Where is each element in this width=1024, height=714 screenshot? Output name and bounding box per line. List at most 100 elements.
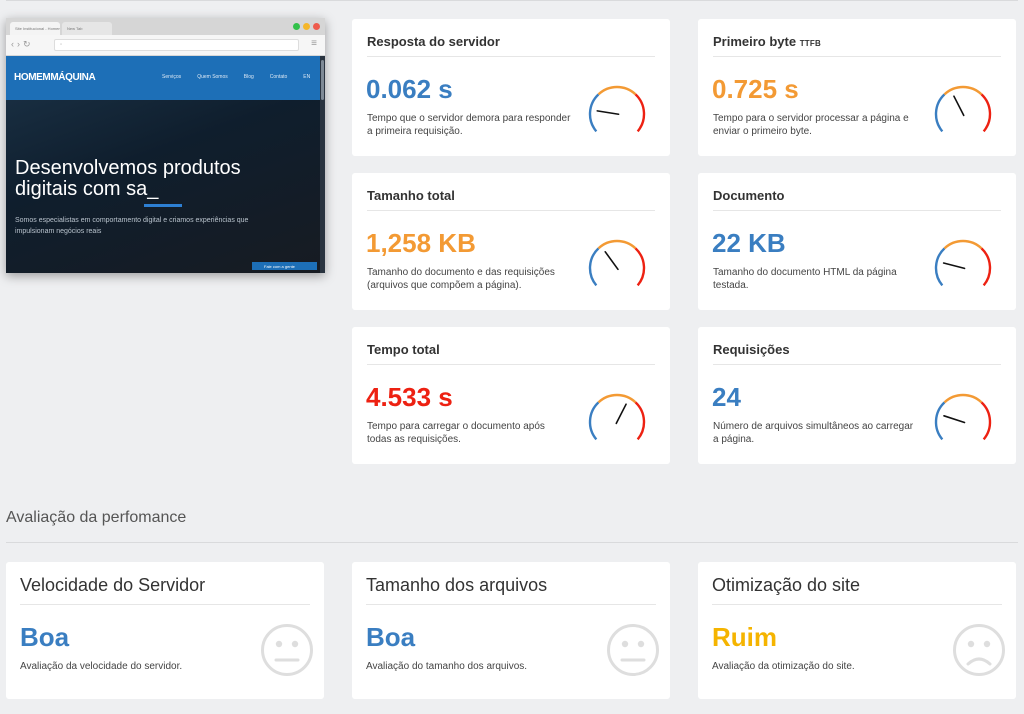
- preview-tab: New Tab: [62, 22, 112, 35]
- preview-site-links: Serviços Quem Somos Blog Contato EN: [162, 74, 325, 80]
- gauge-arc: [634, 401, 646, 441]
- gauge-arc: [943, 85, 983, 96]
- performance-divider: [366, 604, 656, 605]
- preview-site: HOMEMMÁQUINA Serviços Quem Somos Blog Co…: [6, 56, 325, 273]
- preview-scrollbar: [320, 56, 325, 273]
- performance-divider: [20, 604, 310, 605]
- metric-divider: [713, 56, 1001, 57]
- gauge-arc: [588, 401, 600, 441]
- gauge-arc: [597, 239, 637, 250]
- gauge-arc: [588, 247, 600, 287]
- neutral-face-icon: [607, 624, 659, 676]
- performance-card: Otimização do site Ruim Avaliação da otimi…: [698, 562, 1016, 699]
- metric-card: Documento 22 KB Tamanho do documento HTML…: [698, 173, 1016, 310]
- gauge-needle: [943, 415, 966, 424]
- gauge-arc: [943, 393, 983, 404]
- metric-title-text: Tempo total: [367, 342, 440, 357]
- performance-value: Ruim: [712, 622, 777, 652]
- preview-cta: Fale com a gente: [252, 262, 317, 270]
- browser-nav-icons: ‹›↻: [11, 39, 34, 49]
- gauge-arc: [934, 93, 946, 133]
- preview-nav-link: EN: [303, 74, 311, 80]
- gauge-needle: [596, 110, 620, 116]
- performance-divider: [712, 604, 1002, 605]
- gauge-arc: [597, 393, 637, 404]
- metric-value: 24: [712, 382, 741, 412]
- gauge-arc: [934, 401, 946, 441]
- preview-nav-link: Serviços: [162, 74, 182, 80]
- metric-value: 22 KB: [712, 228, 786, 258]
- preview-nav-link: Quem Somos: [197, 74, 228, 80]
- preview-headline: Desenvolvemos produtos digitais com sa_: [15, 157, 241, 200]
- gauge-arc: [980, 401, 992, 441]
- gauge-arc: [634, 247, 646, 287]
- preview-nav-link: Contato: [269, 74, 288, 80]
- top-divider: [6, 0, 1018, 1]
- metric-title: Resposta do servidor: [367, 34, 500, 49]
- gauge-arc: [634, 93, 646, 133]
- preview-subtitle: Somos especialistas em comportamento dig…: [15, 217, 249, 235]
- metric-value: 1,258 KB: [366, 228, 476, 258]
- metric-title-text: Documento: [713, 188, 785, 203]
- neutral-face-icon: [261, 624, 313, 676]
- gauge-needle: [942, 262, 966, 270]
- metric-title-text: Tamanho total: [367, 188, 455, 203]
- performance-description: Avaliação do tamanho dos arquivos.: [366, 661, 528, 672]
- sad-face-icon: [953, 624, 1005, 676]
- metric-divider: [367, 364, 655, 365]
- metric-description: Tamanho do documento HTML da página test…: [713, 267, 897, 291]
- metric-card: Tempo total 4.533 s Tempo para carregar o…: [352, 327, 670, 464]
- gauge-arc: [934, 247, 946, 287]
- preview-scroll-thumb: [321, 60, 324, 100]
- performance-title: Otimização do site: [712, 575, 861, 595]
- gauge-icon: [934, 239, 992, 287]
- preview-tab: Site Institucional - HomemMáquina: [10, 22, 60, 35]
- gauge-icon: [588, 393, 646, 441]
- metric-title-text: Resposta do servidor: [367, 34, 500, 49]
- preview-site-logo: HOMEMMÁQUINA: [14, 72, 96, 83]
- performance-value: Boa: [20, 622, 70, 652]
- metric-divider: [713, 364, 1001, 365]
- preview-address-bar: ‹›↻ ▫ ≡: [6, 35, 325, 56]
- metric-divider: [367, 56, 655, 57]
- gauge-arc: [943, 239, 983, 250]
- gauge-arc: [980, 93, 992, 133]
- performance-title: Tamanho dos arquivos: [366, 575, 548, 595]
- metric-value: 4.533 s: [366, 382, 453, 412]
- gauge-arc: [980, 247, 992, 287]
- gauge-needle: [615, 403, 627, 425]
- performance-card: Velocidade do Servidor Boa Avaliação da ve…: [6, 562, 324, 699]
- gauge-icon: [934, 393, 992, 441]
- metric-title: Requisições: [713, 342, 790, 357]
- performance-value: Boa: [366, 622, 416, 652]
- minimize-dot-icon: [303, 23, 310, 30]
- maximize-dot-icon: [293, 23, 300, 30]
- metric-title-suffix: TTFB: [799, 39, 821, 48]
- preview-headline-underline: [144, 204, 182, 207]
- metric-title-text: Primeiro byte: [713, 34, 797, 49]
- metric-description: Tamanho do documento e das requisições (…: [367, 267, 555, 291]
- preview-site-nav: HOMEMMÁQUINA Serviços Quem Somos Blog Co…: [6, 56, 325, 100]
- performance-description: Avaliação da otimização do site.: [712, 661, 855, 672]
- metric-title: Tamanho total: [367, 188, 455, 203]
- performance-description: Avaliação da velocidade do servidor.: [20, 661, 183, 672]
- metric-title: Documento: [713, 188, 785, 203]
- metric-description: Tempo para o servidor processar a página…: [713, 113, 909, 137]
- performance-title: Velocidade do Servidor: [20, 575, 206, 595]
- gauge-needle: [604, 251, 619, 271]
- metric-value: 0.725 s: [712, 74, 799, 104]
- gauge-arc: [588, 93, 600, 133]
- website-preview: Site Institucional - HomemMáquina New Ta…: [6, 18, 325, 273]
- metric-description: Tempo para carregar o documento após tod…: [367, 421, 545, 445]
- preview-url-field: ▫: [54, 39, 299, 51]
- preview-tab-bar: Site Institucional - HomemMáquina New Ta…: [6, 18, 325, 35]
- gauge-needle: [953, 95, 965, 117]
- preview-nav-link: Blog: [243, 74, 254, 80]
- section-title: Avaliação da perfomance: [6, 509, 187, 526]
- close-dot-icon: [313, 23, 320, 30]
- metric-value: 0.062 s: [366, 74, 453, 104]
- window-controls: [293, 23, 320, 30]
- performance-card: Tamanho dos arquivos Boa Avaliação do tama…: [352, 562, 670, 699]
- metric-title: Primeiro byte TTFB: [713, 34, 821, 49]
- hamburger-menu-icon: ≡: [311, 38, 317, 49]
